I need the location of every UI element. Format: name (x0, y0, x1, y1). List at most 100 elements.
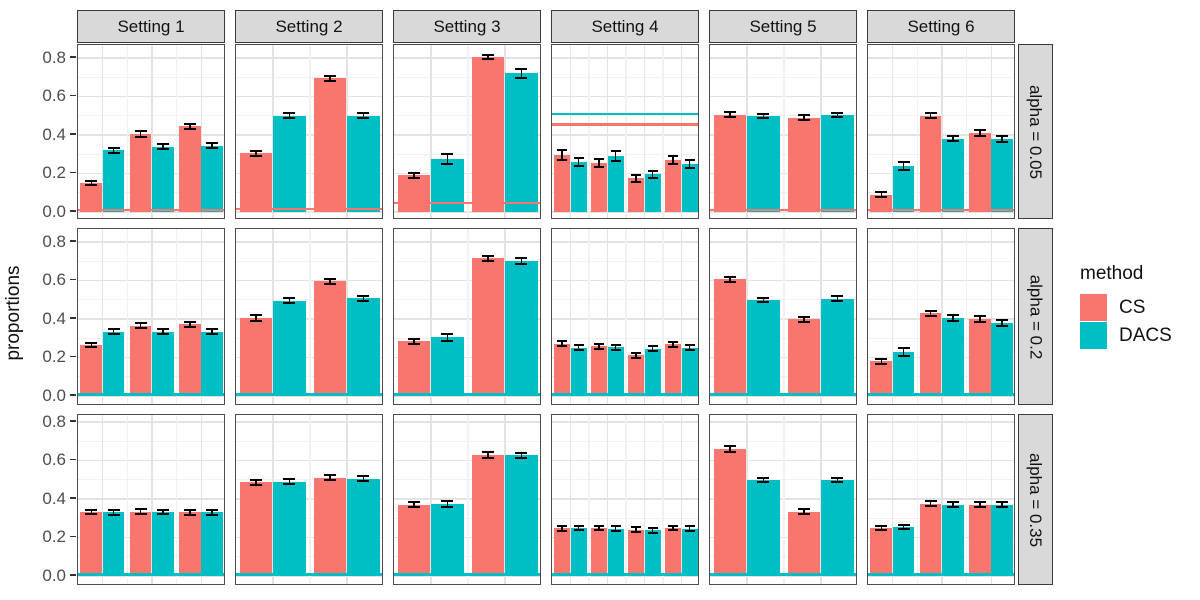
bar-dacs (942, 504, 964, 576)
error-bar (156, 508, 169, 516)
error-bar (798, 507, 811, 516)
gridline (236, 211, 382, 213)
gridline (78, 95, 224, 98)
legend-label-dacs: DACS (1119, 324, 1172, 346)
reference-line-cs (710, 208, 856, 211)
gridline (569, 415, 572, 584)
bar-dacs (821, 114, 854, 212)
gridline (552, 95, 698, 98)
bar-cs (787, 511, 821, 576)
bar-dacs (607, 156, 624, 212)
bar-cs (969, 504, 991, 576)
error-bar (996, 135, 1009, 143)
y-axis-tick (70, 355, 76, 358)
y-axis-tick-label: 0.8 (42, 231, 66, 251)
error-bar (482, 255, 495, 262)
facet-column-strip: Setting 6 (867, 10, 1015, 43)
error-bar (610, 525, 621, 533)
bar-cs (239, 153, 273, 212)
reference-line-dacs (78, 393, 224, 396)
bar-cs (471, 258, 505, 396)
gridline (394, 211, 540, 213)
gridline (78, 421, 224, 423)
error-bar (482, 53, 495, 61)
bar-cs (179, 324, 201, 396)
gridline (236, 479, 382, 481)
error-bar (724, 445, 737, 453)
bar-cs (870, 361, 893, 396)
y-axis-tick-label: 0.2 (42, 527, 66, 546)
error-bar (556, 525, 567, 532)
gridline (552, 536, 698, 539)
y-axis-tick-label: 0.8 (42, 47, 66, 67)
bar-dacs (102, 512, 125, 576)
gridline (892, 45, 894, 218)
y-axis-tick-label: 0.0 (42, 385, 66, 405)
bar-cs (313, 281, 347, 396)
gridline (236, 421, 382, 423)
bar-dacs (991, 504, 1014, 576)
gridline (868, 95, 1014, 98)
gridline (868, 421, 1014, 423)
error-bar (515, 67, 528, 80)
facet-row-strip: alpha = 0.2 (1018, 228, 1053, 405)
bar-cs (553, 155, 570, 212)
error-bar (556, 149, 567, 162)
gridline (78, 260, 224, 262)
bar-dacs (607, 347, 624, 396)
gridline (552, 575, 698, 577)
gridline (394, 556, 540, 558)
gridline (710, 241, 856, 243)
reference-line-cs (552, 123, 698, 126)
reference-line-cs (868, 208, 1014, 211)
gridline (710, 172, 856, 175)
gridline (552, 376, 698, 378)
facet-panel (709, 414, 857, 585)
gridline (710, 498, 856, 500)
gridline (394, 459, 540, 462)
bar-cs (787, 319, 821, 396)
gridline (78, 241, 224, 243)
gridline (236, 279, 382, 282)
gridline (916, 45, 918, 218)
gridline (552, 211, 698, 213)
error-bar (973, 129, 986, 137)
bar-dacs (644, 530, 661, 576)
bar-cs (397, 504, 431, 576)
bar-dacs (644, 348, 661, 396)
facet-panel (393, 44, 541, 219)
gridline (552, 153, 698, 155)
gridline (662, 415, 664, 584)
bar-dacs (347, 115, 380, 212)
gridline (606, 45, 609, 218)
reference-line-cs (78, 208, 224, 211)
gridline (430, 45, 432, 218)
error-bar (515, 451, 528, 460)
gridline (606, 415, 609, 584)
gridline (710, 356, 856, 359)
gridline (394, 575, 540, 577)
bar-cs (969, 319, 991, 396)
gridline (710, 376, 856, 378)
gridline (552, 479, 698, 481)
gridline (643, 415, 646, 584)
bar-cs (627, 529, 644, 576)
gridline (236, 192, 382, 194)
gridline (394, 241, 540, 243)
error-bar (831, 476, 844, 483)
y-axis-tick (70, 458, 76, 461)
gridline (236, 536, 382, 539)
error-bar (724, 275, 737, 283)
facet-column-strip: Setting 1 (77, 10, 225, 43)
error-bar (573, 524, 584, 532)
gridline (710, 260, 856, 262)
gridline (394, 440, 540, 442)
error-bar (630, 173, 641, 183)
bar-cs (179, 126, 201, 212)
facet-row-strip-label: alpha = 0.05 (1026, 84, 1046, 179)
bar-dacs (201, 331, 224, 396)
error-bar (250, 314, 263, 322)
gridline (552, 337, 698, 339)
error-bar (250, 149, 263, 157)
bar-cs (664, 160, 681, 212)
